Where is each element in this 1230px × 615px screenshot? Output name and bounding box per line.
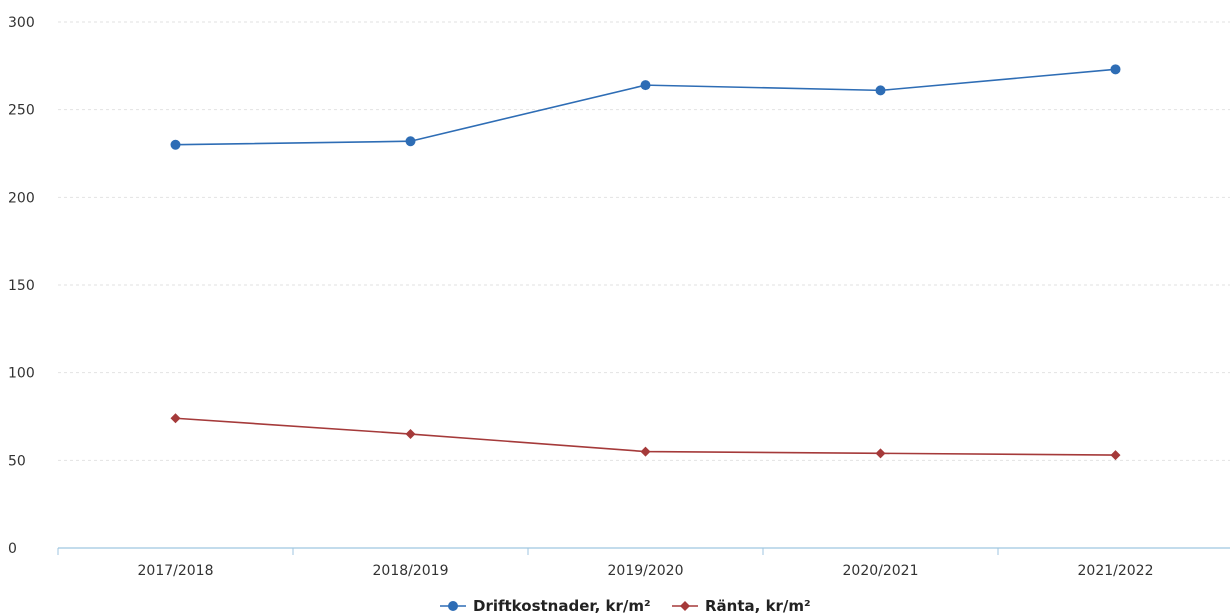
data-point: [1111, 450, 1121, 460]
data-point: [171, 413, 181, 423]
legend-marker: [680, 601, 690, 611]
data-point: [876, 448, 886, 458]
y-tick-label: 100: [8, 366, 35, 382]
data-point: [641, 80, 651, 90]
x-tick-label: 2018/2019: [373, 563, 449, 579]
y-tick-label: 0: [8, 541, 17, 557]
legend-marker: [448, 601, 458, 611]
data-point: [641, 447, 651, 457]
x-tick-label: 2020/2021: [843, 563, 919, 579]
x-tick-label: 2017/2018: [138, 563, 214, 579]
legend-label: Driftkostnader, kr/m²: [473, 597, 651, 615]
legend: Driftkostnader, kr/m² Ränta, kr/m²: [440, 597, 811, 615]
y-axis-tick-labels: 0 50 100 150 200 250 300: [8, 15, 35, 557]
y-tick-label: 200: [8, 190, 35, 206]
legend-item-1: Driftkostnader, kr/m²: [440, 597, 651, 615]
data-point: [1111, 64, 1121, 74]
y-tick-label: 150: [8, 278, 35, 294]
legend-label: Ränta, kr/m²: [705, 597, 811, 615]
x-tick-label: 2019/2020: [608, 563, 684, 579]
y-tick-label: 250: [8, 103, 35, 119]
x-axis: [58, 548, 1230, 555]
data-point: [406, 136, 416, 146]
x-axis-tick-labels: 2017/2018 2018/2019 2019/2020 2020/2021 2021…: [138, 563, 1154, 579]
x-tick-label: 2021/2022: [1078, 563, 1154, 579]
data-point: [406, 429, 416, 439]
data-point: [876, 85, 886, 95]
legend-item-2: Ränta, kr/m²: [672, 597, 811, 615]
y-tick-label: 50: [8, 453, 26, 469]
series-2: [171, 413, 1121, 460]
series-1: [171, 64, 1121, 149]
y-tick-label: 300: [8, 15, 35, 31]
data-point: [171, 140, 181, 150]
series-lines: [171, 64, 1121, 460]
